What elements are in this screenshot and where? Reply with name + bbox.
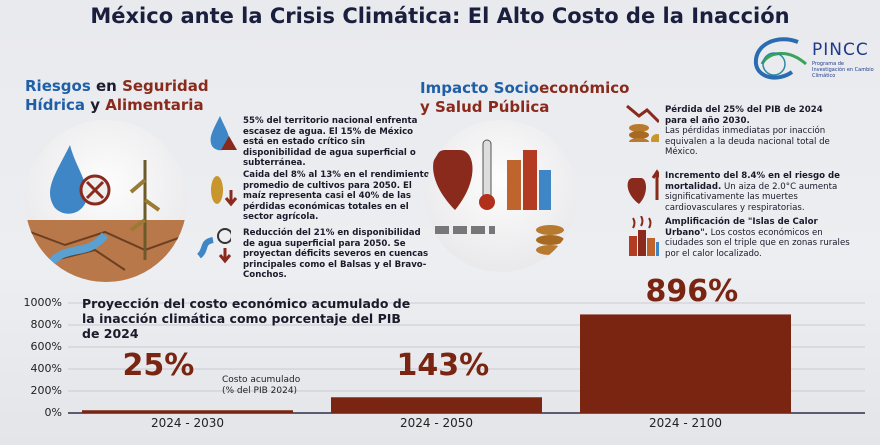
chart-title: Proyección del costo económico acumulado…: [82, 296, 411, 341]
x-category-label: 2024 - 2030: [150, 416, 225, 430]
chart-annotation: Costo acumulado (% del PIB 2024): [222, 375, 301, 396]
data-label: 143%: [396, 348, 490, 383]
y-tick-label: 600%: [30, 340, 62, 353]
item-detail: Las pérdidas inmediatas por inacción equ…: [665, 126, 830, 158]
corn-down-icon: [211, 176, 238, 207]
drought-illustration: [25, 120, 187, 282]
socioeconomic-illustration: [425, 120, 577, 272]
data-label: 896%: [645, 274, 739, 310]
city-heat-icon: [629, 216, 659, 256]
x-category-label: 2024 - 2100: [648, 416, 723, 430]
logo-subtitle: Programa de Investigación en Cambio Clim…: [812, 61, 874, 79]
y-tick-label: 400%: [30, 362, 62, 375]
bar: [82, 410, 293, 413]
water-drop-warning-icon: [210, 116, 237, 151]
left-heading: Riesgos en Seguridad Hídrica y Alimentar…: [25, 77, 209, 114]
cost-bar-chart: [68, 302, 865, 414]
item-detail: Los costos económicos en ciudades son el…: [665, 227, 850, 259]
item-highlight: Pérdida del 25% del PIB de 2024 para el …: [665, 105, 823, 126]
item-highlight: Incremento del 8.4% en el riesgo de mort…: [665, 171, 840, 192]
data-label: 25%: [122, 348, 195, 383]
middle-heading: Impacto Socioeconómico y Salud Pública: [420, 79, 630, 116]
item-highlight: Amplificación de "Islas de Calor Urbano"…: [665, 217, 818, 238]
y-tick-label: 0%: [44, 406, 62, 419]
y-tick-label: 1000%: [23, 296, 62, 309]
x-category-label: 2024 - 2050: [399, 416, 474, 430]
heart-thermometer-icon: [627, 169, 659, 204]
page-title: México ante la Crisis Climática: El Alto…: [90, 4, 790, 28]
y-tick-label: 200%: [30, 384, 62, 397]
pincc-logo: PINCC Programa de Investigación en Cambi…: [748, 34, 878, 84]
y-tick-label: 800%: [30, 318, 62, 331]
coins-down-icon: [626, 104, 659, 142]
item-detail: Un aiza de 2.0°C aumenta significativame…: [665, 181, 838, 213]
bar: [331, 397, 542, 413]
bar: [580, 314, 791, 413]
logo-name: PINCC: [812, 40, 869, 60]
logo-mark-icon: [753, 37, 807, 80]
river-clock-icon: [197, 228, 231, 264]
